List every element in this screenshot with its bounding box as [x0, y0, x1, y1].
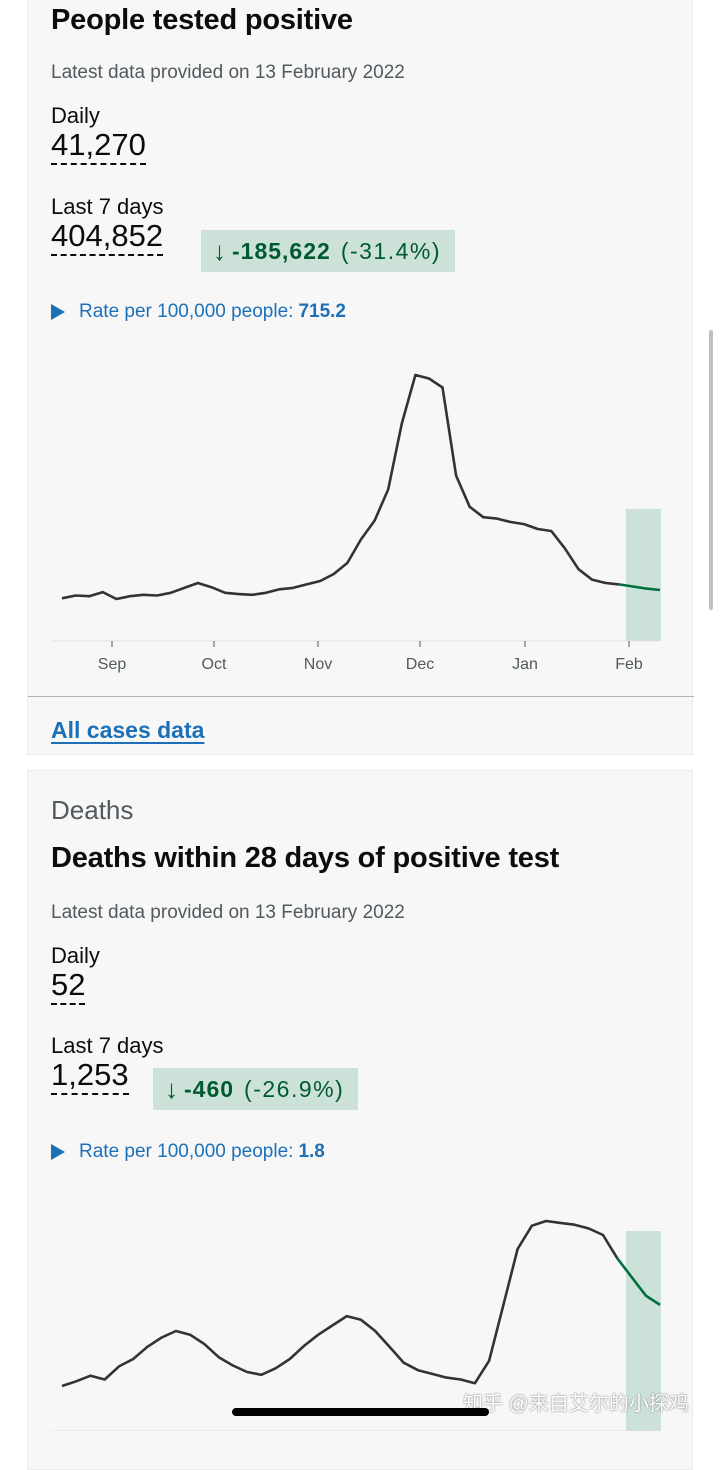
x-tick-label: Nov [304, 656, 332, 673]
cases-rate-value: 715.2 [298, 301, 346, 322]
deaths-rate-toggle[interactable]: Rate per 100,000 people: 1.8 [51, 1141, 325, 1163]
deaths-category: Deaths [51, 795, 134, 825]
x-tick-label: Feb [615, 656, 643, 673]
x-tick-label: Sep [98, 656, 127, 673]
deaths-rate-label: Rate per 100,000 people: [79, 1141, 294, 1162]
cases-latest-date: Latest data provided on 13 February 2022 [51, 62, 405, 83]
cases-change-badge: ↓ -185,622 (-31.4%) [201, 230, 456, 272]
deaths-last7-label: Last 7 days [51, 1033, 164, 1058]
deaths-daily-label: Daily [51, 943, 100, 968]
triangle-right-icon [51, 1144, 65, 1160]
cases-rate-toggle[interactable]: Rate per 100,000 people: 715.2 [51, 301, 346, 323]
cases-daily-value: 41,270 [51, 129, 146, 165]
deaths-change-delta: -460 [184, 1075, 235, 1102]
x-tick-label: Oct [202, 656, 227, 673]
recent-period-band [626, 509, 661, 641]
cases-daily-label: Daily [51, 103, 100, 128]
series-line-recent [619, 583, 661, 592]
recent-period-band [626, 1231, 661, 1431]
deaths-rate-value: 1.8 [298, 1141, 325, 1162]
cases-last7-label: Last 7 days [51, 194, 164, 219]
all-cases-data-link[interactable]: All cases data [51, 717, 205, 743]
series-line [61, 373, 620, 601]
cases-card: People tested positive Latest data provi… [27, 0, 694, 755]
deaths-last7-value: 1,253 [51, 1059, 129, 1095]
deaths-latest-date: Latest data provided on 13 February 2022 [51, 902, 405, 923]
scrollbar[interactable] [709, 330, 713, 610]
cases-last7-value: 404,852 [51, 220, 164, 256]
deaths-daily-value: 52 [51, 969, 86, 1005]
arrow-down-icon: ↓ [213, 235, 226, 266]
cases-change-pct: (-31.4%) [340, 237, 442, 264]
watermark: 知乎 @来自艾尔的小探鸡 [463, 1393, 689, 1415]
x-tick-label: Dec [406, 656, 434, 673]
arrow-down-icon: ↓ [165, 1073, 178, 1104]
triangle-right-icon [51, 304, 65, 320]
x-tick-label: Jan [512, 656, 538, 673]
deaths-change-pct: (-26.9%) [244, 1075, 345, 1102]
cases-divider [28, 696, 694, 697]
deaths-chart [51, 1219, 661, 1431]
cases-chart: Sep Oct Nov Dec Jan Feb [51, 373, 661, 673]
cases-change-delta: -185,622 [232, 237, 331, 264]
series-line-recent [616, 1257, 661, 1306]
deaths-title: Deaths within 28 days of positive test [51, 842, 560, 874]
series-line [61, 1219, 619, 1388]
home-indicator[interactable] [232, 1408, 489, 1416]
deaths-card: Deaths Deaths within 28 days of positive… [27, 770, 693, 1470]
cases-rate-label: Rate per 100,000 people: [79, 301, 294, 322]
deaths-change-badge: ↓ -460 (-26.9%) [153, 1068, 359, 1110]
cases-title: People tested positive [51, 4, 353, 36]
